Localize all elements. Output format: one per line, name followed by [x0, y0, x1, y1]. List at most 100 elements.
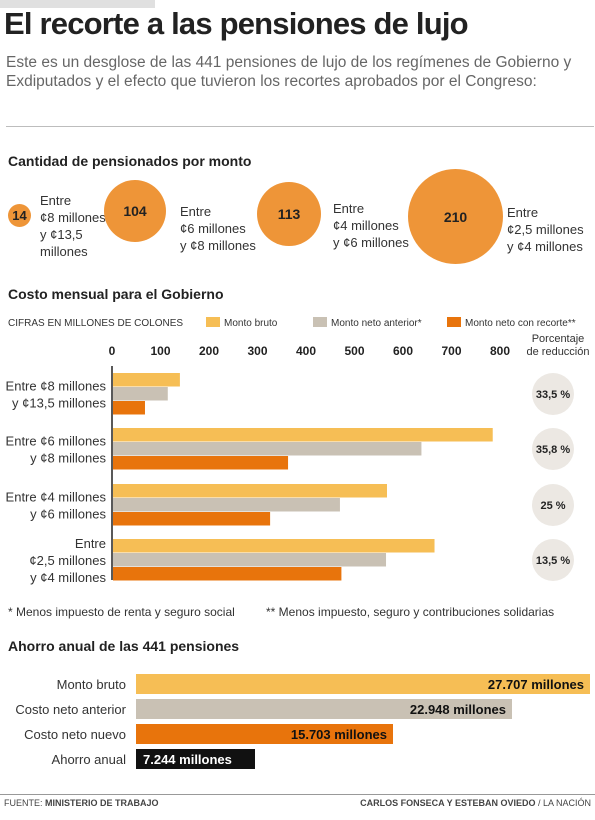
label-line: y ¢13,5 [40, 227, 83, 242]
savings-bar-value: 22.948 millones [409, 702, 506, 717]
x-tick-label: 200 [199, 344, 219, 358]
circle-count: 104 [123, 203, 147, 219]
label-line: ¢8 millones [40, 210, 106, 225]
x-tick-label: 300 [247, 344, 267, 358]
bar-net-previous [113, 442, 422, 456]
page-subtitle: Este es un desglose de las 441 pensiones… [6, 54, 572, 90]
bar-gross [113, 484, 387, 498]
label-line: y ¢8 millones [180, 238, 256, 253]
legend-swatch [447, 317, 461, 327]
label-line: Entre [40, 193, 72, 208]
circle-label-2-4: Entre ¢2,5 millones y ¢4 millones [507, 204, 584, 255]
x-tick-label: 100 [150, 344, 170, 358]
reduction-circle [532, 484, 574, 526]
label-line: Entre [507, 205, 539, 220]
reduction-circle [532, 539, 574, 581]
legend-swatch [206, 317, 220, 327]
reduction-header: de reducción [527, 346, 590, 358]
x-tick-label: 800 [490, 344, 510, 358]
reduction-header: Porcentaje [532, 333, 585, 345]
bar-net-previous [113, 498, 340, 512]
circle-pensioners-8-13: 14 [8, 204, 31, 227]
category-label: y ¢8 millones [30, 451, 106, 466]
bar-net-cut [113, 512, 271, 526]
bar-gross [113, 539, 435, 553]
footnote-net-previous: * Menos impuesto de renta y seguro socia… [8, 605, 235, 619]
reduction-value: 35,8 % [536, 444, 570, 456]
label-line: millones [40, 244, 88, 259]
label-line: ¢6 millones [180, 221, 246, 236]
circle-count: 14 [12, 208, 27, 223]
label-line: ¢2,5 millones [507, 222, 584, 237]
footer-divider [0, 794, 595, 795]
category-label: Entre ¢4 millones [6, 490, 107, 505]
savings-row-label: Ahorro anual [51, 752, 126, 767]
bar-net-cut [113, 401, 145, 415]
x-tick-label: 500 [344, 344, 364, 358]
label-line: Entre [180, 204, 212, 219]
circle-pensioners-6-8: 104 [104, 180, 166, 242]
x-tick-label: 600 [393, 344, 413, 358]
circle-pensioners-4-6: 113 [257, 182, 321, 246]
bar-gross [113, 428, 493, 442]
x-tick-label: 0 [109, 344, 116, 358]
category-label: ¢2,5 millones [29, 553, 106, 568]
savings-row-label: Monto bruto [56, 677, 126, 692]
category-label: Entre ¢6 millones [6, 434, 107, 449]
circle-pensioners-2-4: 210 [408, 169, 503, 264]
bar-net-cut [113, 456, 289, 470]
monthly-cost-bar-chart: CIFRAS EN MILLONES DE COLONES Monto bruto… [6, 317, 590, 585]
top-accent-bar [0, 0, 155, 8]
reduction-circle [532, 428, 574, 470]
label-line: y ¢6 millones [333, 235, 409, 250]
section-title-pensioners: Cantidad de pensionados por monto [8, 153, 252, 169]
category-label: y ¢4 millones [30, 570, 106, 585]
savings-bar [136, 699, 512, 719]
reduction-circle [532, 373, 574, 415]
reduction-value: 13,5 % [536, 555, 570, 567]
x-tick-label: 700 [441, 344, 461, 358]
author-credit: CARLOS FONSECA Y ESTEBAN OVIEDO / LA NAC… [360, 798, 591, 808]
category-label: y ¢6 millones [30, 507, 106, 522]
savings-bar-value: 27.707 millones [487, 677, 584, 692]
category-label: Entre [75, 536, 106, 551]
savings-row-label: Costo neto anterior [15, 702, 126, 717]
category-label: Entre ¢8 millones [6, 379, 107, 394]
annual-savings-chart: Monto bruto 27.707 millones Costo neto ant… [0, 674, 595, 778]
label-line: Entre [333, 201, 365, 216]
savings-bar [136, 724, 393, 744]
legend-label: Monto neto anterior* [331, 318, 422, 329]
circle-label-4-6: Entre ¢4 millones y ¢6 millones [333, 200, 409, 251]
bar-net-previous [113, 553, 387, 567]
x-tick-label: 400 [296, 344, 316, 358]
footnote-net-cut: ** Menos impuesto, seguro y contribucion… [266, 605, 555, 619]
source-name: MINISTERIO DE TRABAJO [45, 798, 159, 808]
bar-gross [113, 373, 180, 387]
circle-count: 113 [277, 206, 301, 222]
source-label: FUENTE: [4, 798, 43, 808]
author-names: CARLOS FONSECA Y ESTEBAN OVIEDO [360, 798, 536, 808]
reduction-value: 25 % [540, 500, 565, 512]
label-line: ¢4 millones [333, 218, 399, 233]
category-label: y ¢13,5 millones [12, 396, 106, 411]
legend-label: Monto neto con recorte** [465, 318, 576, 329]
bar-net-cut [113, 567, 342, 581]
circle-label-8-13: Entre ¢8 millones y ¢13,5 millones [40, 192, 106, 260]
savings-bar-value: 15.703 millones [290, 727, 387, 742]
bar-net-previous [113, 387, 168, 401]
savings-bar [136, 749, 255, 769]
label-line: y ¢4 millones [507, 239, 583, 254]
savings-row-label: Costo neto nuevo [24, 727, 126, 742]
section-title-annual-savings: Ahorro anual de las 441 pensiones [8, 638, 240, 654]
savings-bar-value: 7.244 millones [143, 752, 232, 767]
unit-label: CIFRAS EN MILLONES DE COLONES [8, 318, 183, 329]
page-title: El recorte a las pensiones de lujo [4, 6, 469, 41]
savings-bar [136, 674, 590, 694]
header-divider [6, 126, 594, 127]
reduction-value: 33,5 % [536, 389, 570, 401]
source-credit: FUENTE: MINISTERIO DE TRABAJO [4, 798, 159, 808]
legend-swatch [313, 317, 327, 327]
legend-label: Monto bruto [224, 318, 278, 329]
section-title-monthly-cost: Costo mensual para el Gobierno [8, 286, 224, 302]
circle-count: 210 [443, 208, 468, 225]
